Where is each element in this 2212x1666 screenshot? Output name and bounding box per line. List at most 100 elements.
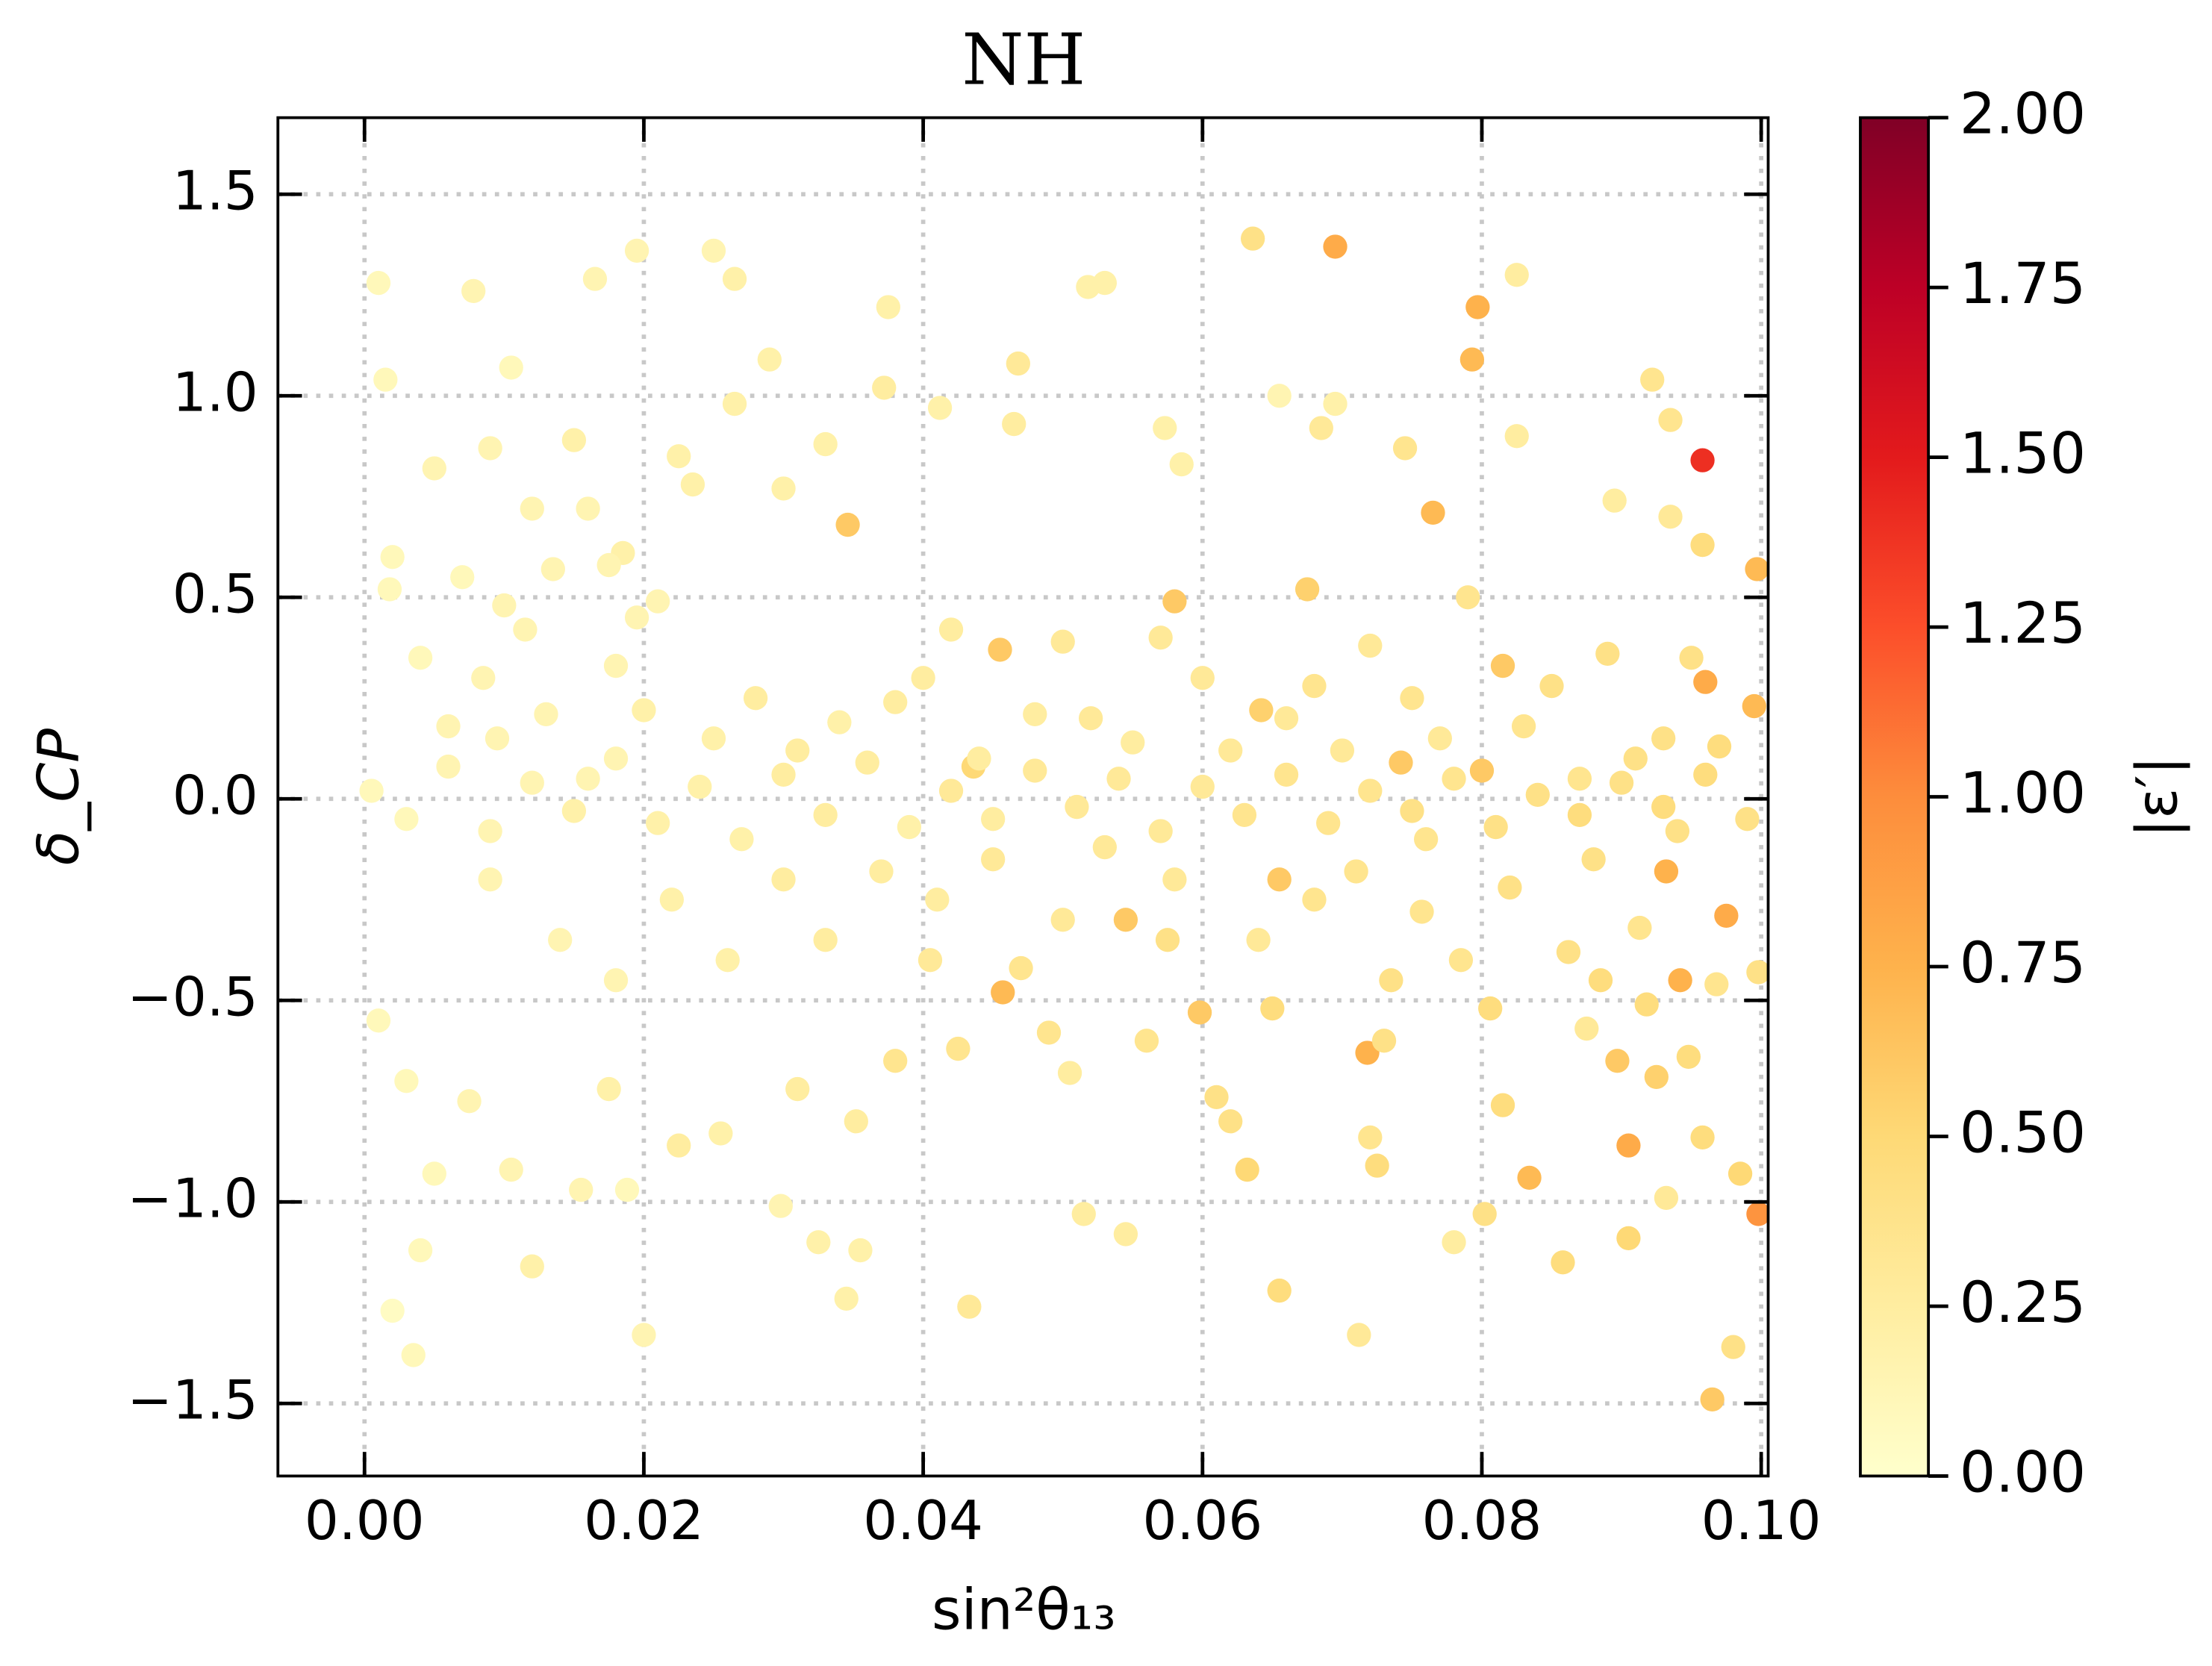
point [632,1323,656,1347]
point [957,1294,982,1319]
point [1465,295,1490,319]
y-axis-label: δ_CP [25,729,92,866]
point [1204,1085,1229,1110]
point [1249,698,1274,723]
point [1676,1044,1701,1070]
point [659,887,685,912]
point [1379,968,1403,993]
point [1714,903,1739,929]
point [1358,633,1383,658]
point [499,355,523,380]
point [576,767,600,791]
colorbar-tick-label: 0.50 [1960,1099,2086,1165]
point [1690,532,1715,558]
point [603,653,629,678]
point [1478,996,1503,1021]
x-tick-label: 0.08 [1422,1490,1542,1553]
point [927,396,953,420]
point [1735,807,1760,832]
point [848,1238,873,1263]
point [408,1238,433,1263]
point [1539,673,1564,699]
point [359,779,384,803]
point [771,867,796,892]
point [548,928,573,952]
point [1665,819,1690,843]
point [1057,1061,1082,1085]
point [499,1157,523,1182]
point [1267,867,1292,892]
point [1190,666,1215,690]
point [1690,1125,1715,1150]
point [722,391,747,416]
point [911,666,935,690]
point [1644,1064,1669,1090]
point [1187,1000,1212,1025]
point [827,710,852,734]
point [422,456,446,481]
point [1651,794,1676,820]
point [1121,730,1145,755]
point [485,726,510,751]
point [540,557,565,581]
point [1616,1226,1641,1251]
point [1627,915,1652,940]
point [534,702,558,727]
point [991,980,1015,1005]
point [1707,734,1732,759]
point [1742,693,1766,719]
colorbar-label: |ε′| [2124,756,2191,838]
point [806,1230,831,1255]
x-tick-label: 0.00 [305,1490,425,1553]
point [1679,646,1704,670]
point [596,552,621,578]
point [366,270,391,296]
point [624,605,649,630]
point [938,779,964,803]
colorbar-tick-label: 2.00 [1960,81,2086,147]
point [1721,1335,1745,1359]
point [667,1133,691,1158]
point [1260,996,1285,1021]
point [1330,738,1355,763]
point [1274,706,1299,731]
point [561,428,587,452]
point [1358,1125,1383,1150]
point [1006,351,1030,376]
point [1693,670,1718,694]
point [1218,1109,1243,1134]
point [946,1036,971,1061]
point [1746,1202,1769,1226]
point [1365,1153,1389,1178]
point [1517,1165,1542,1191]
point [603,746,629,771]
point [925,887,950,912]
point [366,1008,391,1033]
point [603,968,629,993]
point [1023,702,1047,727]
point [680,472,705,497]
point [492,593,517,618]
point [478,867,502,892]
point [1442,767,1466,791]
point [1421,500,1445,525]
point [1658,408,1683,432]
y-tick-label: −1.5 [127,1369,258,1432]
y-tick-label: 0.5 [172,563,258,625]
point [835,512,860,537]
point [876,295,900,319]
point [981,807,1006,832]
point [1469,758,1495,783]
point [1525,782,1550,808]
point [1302,887,1327,912]
point [1654,859,1679,884]
point [422,1161,446,1186]
point [981,847,1006,872]
point [1498,875,1522,900]
point [715,948,740,973]
point [1704,972,1729,996]
point [1071,1202,1096,1226]
point [1442,1230,1466,1255]
point [872,375,897,400]
point [768,1194,793,1218]
